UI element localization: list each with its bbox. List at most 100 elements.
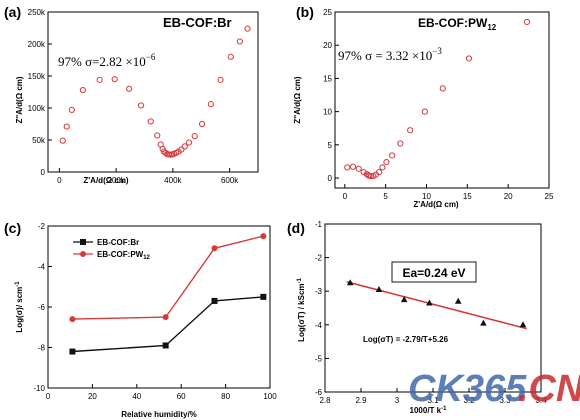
panel-c-marker-square (211, 297, 218, 304)
panel-c-axes: 0 20 40 60 80 100 -10 -8 -6 -4 -2 (33, 222, 277, 401)
panel-b-label: (b) (296, 4, 314, 20)
panel-a-title: EB-COF:Br (163, 15, 232, 30)
panel-a-ytick-label: 100k (28, 104, 46, 113)
panel-c-ytick-label: -10 (33, 384, 45, 393)
panel-b-data-point (465, 55, 473, 62)
panel-b-title: EB-COF:PW12 (418, 16, 497, 32)
panel-a-ytick-label: 200k (28, 40, 46, 49)
panel-a-data-point (63, 123, 70, 130)
panel-b-ytick-label: 25 (323, 8, 332, 17)
panel-a-xtick-label: 400k (164, 176, 182, 185)
panel-a-data-point (181, 143, 188, 150)
panel-a-ytick-label: 250k (28, 8, 46, 17)
panel-d-arrhenius: (d) Ea=0.24 eV Log(σT) = -2.79/T+5.26 10… (287, 220, 547, 415)
panel-b-data-point (349, 163, 357, 170)
panel-d-fit-equation: Log(σT) = -2.79/T+5.26 (363, 335, 449, 344)
panel-d-ea-box (391, 261, 477, 283)
panel-b-xtick-label: 25 (545, 192, 554, 201)
panel-d-marker-triangle (454, 297, 462, 304)
panel-d-ea-text: Ea=0.24 eV (402, 266, 465, 280)
panel-b-ytick-label: 10 (323, 108, 332, 117)
panel-d-ytick-label: -3 (315, 287, 323, 296)
panel-a-ytick-label: 50k (32, 136, 46, 145)
panel-b-data-point (355, 165, 362, 172)
legend-marker-pw12 (80, 251, 86, 257)
panel-d-label: (d) (287, 220, 305, 236)
panel-a-ytick-label: 0 (41, 168, 46, 177)
panel-d-xlabel-base: 1000/T k (410, 406, 442, 415)
panel-c-marker-square (162, 342, 169, 349)
panel-c-ylabel-sup: -1 (15, 281, 21, 287)
panel-c-ytick-label: -8 (38, 344, 46, 353)
panel-b-impedance-pw12: (b) EB-COF:PW12 97% σ = 3.32 ×10−3 Z'A/d… (293, 4, 554, 209)
panel-a-data-point (162, 149, 169, 156)
panel-d-plot-frame (324, 223, 542, 393)
panel-a-data-point (111, 76, 118, 83)
panel-d-marker-triangle (375, 286, 383, 293)
panel-c-ylabel-base: Log(σ)/ scm (15, 287, 24, 333)
panel-b-xtick-label: 5 (383, 192, 388, 201)
panel-d-ytick-label: -1 (315, 220, 323, 229)
panel-a-data-point (217, 76, 224, 83)
panel-c-label: (c) (4, 220, 21, 236)
panel-d-xtick-label: 3 (395, 396, 400, 405)
panel-a-data-point (236, 38, 243, 45)
panel-c-ytick-label: -2 (38, 222, 46, 231)
panel-a-data-point (227, 53, 234, 60)
panel-b-data-point (389, 152, 396, 159)
panel-c-marker-square (69, 348, 76, 355)
panel-c-xtick-label: 80 (221, 392, 230, 401)
panel-a-axes: 0 200k 400k 600k 0 50k 100k 150k 200k 250k (28, 8, 259, 185)
panel-a-xtick-label: 600k (221, 176, 239, 185)
panel-c-ylabel: Log(σ)/ scm-1 (15, 281, 24, 333)
panel-b-data-point (439, 85, 446, 92)
panel-d-marker-triangle (346, 279, 354, 286)
panel-d-xtick-label: 3.1 (427, 396, 439, 405)
panel-b-data-point (397, 140, 404, 147)
panel-c-ytick-label: -6 (38, 303, 46, 312)
panel-a-annotation: 97% σ=2.82 ×10−6 (58, 52, 156, 69)
panel-c-series-line-0 (72, 296, 264, 353)
panel-c-legend: EB-COF:Br EB-COF:PW12 (73, 238, 151, 261)
panel-d-marker-triangle (400, 296, 408, 303)
panel-a-data-point (185, 139, 193, 146)
panel-c-xtick-label: 20 (88, 392, 97, 401)
panel-c-series-line-1 (72, 235, 264, 320)
legend-label-pw12-base: EB-COF:PW (97, 250, 144, 259)
panel-d-axes: 2.8 2.9 3 3.1 3.2 3.3 3.4 -6 -5 -4 -3 -2 -1 (315, 220, 547, 405)
panel-d-ylabel-sup: -1 (297, 277, 303, 283)
panel-b-annotation: 97% σ = 3.32 ×10−3 (338, 46, 442, 63)
panel-a-data-point (198, 120, 206, 128)
watermark-ck365: CK365 (408, 368, 527, 410)
panel-d-ytick-label: -2 (315, 254, 323, 263)
panel-c-xtick-label: 40 (132, 392, 141, 401)
panel-a-data-point (207, 101, 214, 108)
panel-b-xtick-label: 15 (463, 192, 472, 201)
panel-a-annotation-exp: −6 (146, 52, 156, 62)
panel-d-ylabel: Log(σT) / kScm-1 (297, 277, 306, 341)
panel-b-ytick-label: 20 (323, 41, 332, 50)
panel-d-marker-triangle (426, 299, 433, 306)
panel-a-data-point (59, 137, 66, 144)
panel-b-data-point (376, 168, 383, 176)
panel-c-marker-circle (162, 314, 169, 321)
panel-c-xtick-label: 60 (177, 392, 186, 401)
panel-b-title-sub: 12 (487, 23, 496, 32)
panel-d-xlabel-sup: -1 (441, 406, 447, 412)
panel-b-annotation-exp: −3 (432, 46, 442, 56)
panel-d-ytick-label: -5 (315, 354, 323, 363)
panel-d-marker-triangle (480, 319, 487, 326)
panel-b-data-point (379, 164, 386, 171)
panel-a-data-point (137, 102, 145, 109)
panel-a-plot-frame (47, 11, 259, 173)
legend-label-br: EB-COF:Br (97, 238, 139, 247)
panel-b-annotation-base: 97% σ = 3.32 ×10 (338, 48, 432, 63)
panel-c-marker-square (260, 293, 267, 300)
panel-d-ytick-label: -4 (315, 321, 323, 330)
panel-b-ylabel: Z''A/d(Ω cm) (293, 76, 302, 123)
panel-b-axes: 0 5 10 15 20 25 0 5 10 15 20 25 (323, 8, 554, 201)
panel-d-markers (346, 279, 527, 330)
panel-b-data-point (383, 158, 390, 166)
panel-b-ytick-label: 15 (323, 74, 332, 83)
